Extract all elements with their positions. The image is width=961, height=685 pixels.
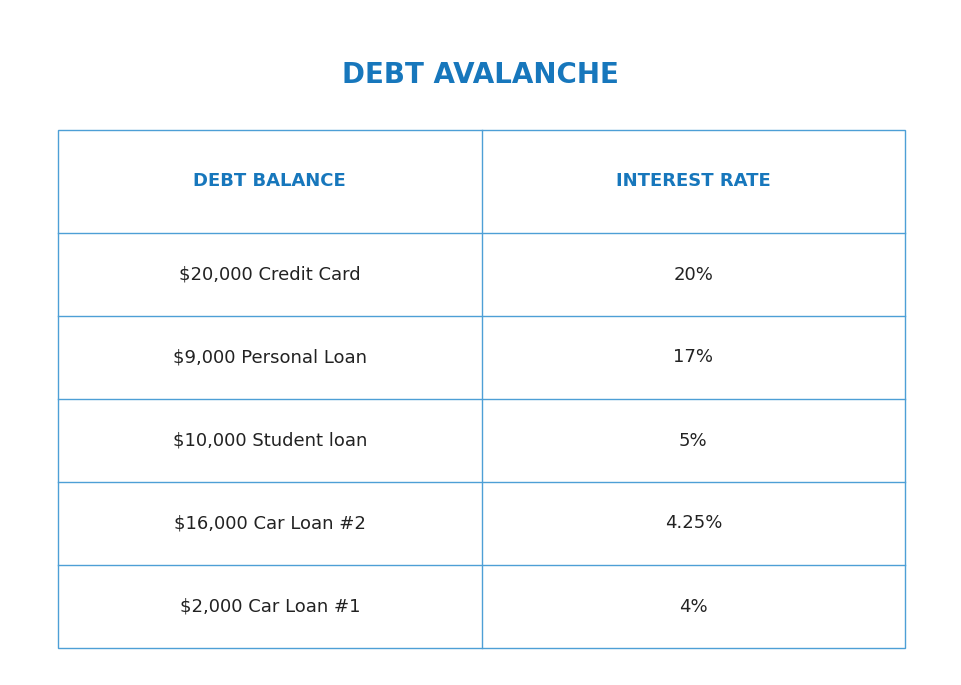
Text: INTEREST RATE: INTEREST RATE	[616, 173, 771, 190]
Text: 5%: 5%	[678, 432, 707, 449]
Text: $9,000 Personal Loan: $9,000 Personal Loan	[173, 349, 367, 366]
Text: $20,000 Credit Card: $20,000 Credit Card	[179, 266, 360, 284]
Text: DEBT AVALANCHE: DEBT AVALANCHE	[342, 61, 619, 89]
Text: 4%: 4%	[678, 597, 707, 616]
Text: 20%: 20%	[674, 266, 713, 284]
Text: DEBT BALANCE: DEBT BALANCE	[193, 173, 346, 190]
Text: $16,000 Car Loan #2: $16,000 Car Loan #2	[174, 514, 366, 532]
Text: $2,000 Car Loan #1: $2,000 Car Loan #1	[180, 597, 360, 616]
Text: 4.25%: 4.25%	[665, 514, 722, 532]
Text: $10,000 Student loan: $10,000 Student loan	[173, 432, 367, 449]
Text: 17%: 17%	[674, 349, 713, 366]
